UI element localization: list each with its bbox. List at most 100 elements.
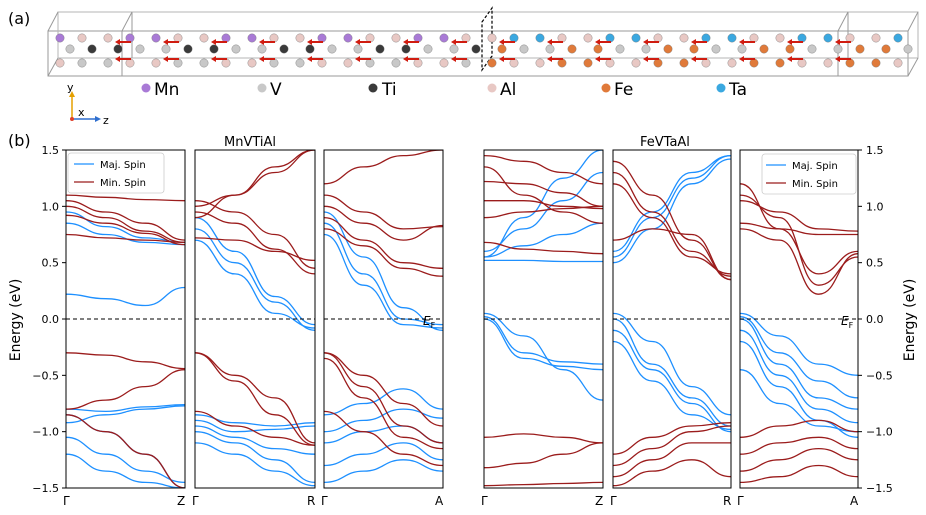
atom-al [221,58,231,68]
spin-moment-arrowhead [451,39,456,45]
atom-mn [413,33,423,43]
maj-spin-label: Maj. Spin [792,161,838,172]
maj-spin-band [613,312,731,416]
atom-v [391,58,401,68]
maj-spin-band [324,442,443,467]
atom-v [353,44,363,54]
atom-fe [759,44,769,54]
min-spin-band [66,200,185,241]
atom-v [545,44,555,54]
min-spin-band [324,352,443,427]
min-spin-band [324,410,443,467]
atom-v [461,58,471,68]
legend-dot-fe [601,83,611,93]
spin-moment-arrowhead [835,39,840,45]
atom-al [679,33,689,43]
maj-spin-band [613,154,731,253]
legend-label-mn: Mn [154,80,179,100]
spin-moment-arrowhead [355,39,360,45]
atom-mn [221,33,231,43]
min-spin-band [195,410,315,446]
min-spin-label: Min. Spin [792,179,838,190]
kpoint-label-end: A [850,494,859,508]
band-lines [613,154,731,487]
atom-al [461,33,471,43]
spin-moment-arrowhead [259,39,264,45]
atom-al [439,58,449,68]
atom-v [903,44,913,54]
x-axis-label: x [78,106,85,119]
spin-moment-arrowhead [835,56,840,62]
atom-v [449,44,459,54]
min-spin-band [195,211,315,275]
kpoint-label-end: A [435,494,444,508]
maj-spin-band [66,453,185,488]
spin-moment-arrowhead [499,39,504,45]
legend-box [67,152,165,194]
atom-v [269,58,279,68]
atom-ta [823,33,833,43]
min-spin-band [66,352,185,370]
maj-spin-band [484,316,603,365]
atom-fe [775,58,785,68]
maj-spin-band [484,150,603,258]
atom-al [509,58,519,68]
min-spin-label: Min. Spin [100,178,146,189]
min-spin-band [324,150,443,185]
atom-al [103,33,113,43]
min-spin-band [613,160,731,281]
legend-dot-ta [716,83,726,93]
atom-fe [871,58,881,68]
atom-fe [689,44,699,54]
min-spin-band [740,464,858,484]
atom-v [519,44,529,54]
min-spin-band [613,425,731,467]
atom-mn [247,33,257,43]
min-spin-band [66,233,185,244]
atom-ti [471,44,481,54]
atom-ta [797,33,807,43]
kpoint-label-end: Z [177,494,185,508]
atom-mn [439,33,449,43]
fermi-label-right: EF [841,314,854,330]
min-spin-band [195,237,315,262]
x-axis-origin [70,117,74,121]
min-spin-band [324,352,443,444]
fermi-label-left: EF [423,314,436,330]
min-spin-band [66,214,185,246]
atom-al [583,33,593,43]
atom-al [845,33,855,43]
maj-spin-band [484,318,603,371]
min-spin-band [324,216,443,269]
atom-v [199,58,209,68]
atom-v [295,58,305,68]
atom-al [247,58,257,68]
min-spin-band [484,241,603,255]
y-tick-label: 0.0 [42,313,60,326]
maj-spin-band [613,329,731,433]
atom-fe [749,58,759,68]
min-spin-band [484,166,603,224]
atom-ti [279,44,289,54]
maj-spin-band [324,408,443,433]
atom-al [77,33,87,43]
legend-label-ta: Ta [728,80,747,100]
atom-mn [317,33,327,43]
atom-fe [497,44,507,54]
atom-fe [785,44,795,54]
spin-moment-arrowhead [547,39,552,45]
atom-al [823,58,833,68]
atom-fe [557,58,567,68]
panel-a-label: (a) [8,9,30,28]
atom-al [701,58,711,68]
atom-mn [151,33,161,43]
y-ticks-left: 1.5 1.0 0.5 0.0 −0.5 −1.0 −1.5 [32,144,66,495]
spin-legend-left: Maj. Spin Min. Spin [67,152,165,194]
atom-v [365,58,375,68]
legend-label-ti: Ti [381,80,397,100]
fermi-label-e: E [423,314,431,328]
min-spin-band [195,150,315,219]
spin-moment-arrowhead [787,56,792,62]
y-tick-label: −0.5 [866,369,893,382]
